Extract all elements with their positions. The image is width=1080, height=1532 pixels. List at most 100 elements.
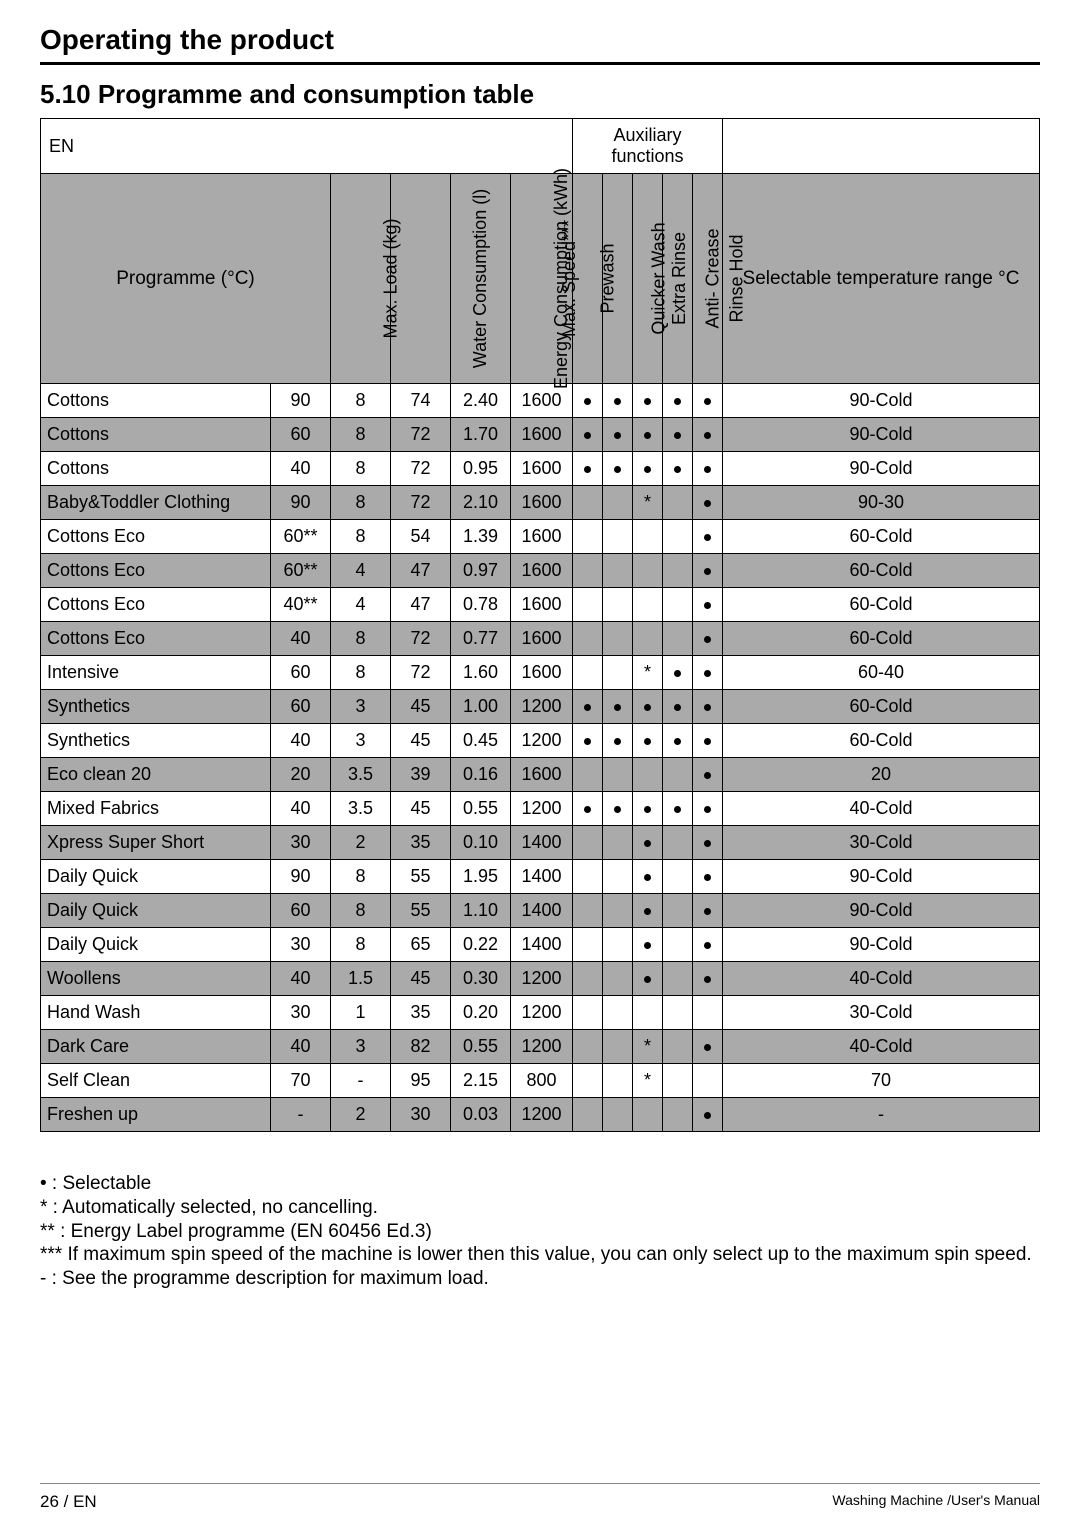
cell-speed: 1200 [511,690,573,724]
cell-water: 39 [391,758,451,792]
cell-prewash [573,588,603,622]
cell-load: 8 [331,418,391,452]
cell-quicker [603,452,633,486]
cell-energy: 1.10 [451,894,511,928]
cell-temp: 30 [271,996,331,1030]
cell-anti [663,1030,693,1064]
cell-quicker [603,860,633,894]
note-line: ** : Energy Label programme (EN 60456 Ed… [40,1220,1040,1244]
load-header: Max. Load (kg) [331,174,391,384]
cell-water: 95 [391,1064,451,1098]
cell-water: 72 [391,486,451,520]
cell-load: 8 [331,520,391,554]
cell-extra [633,384,663,418]
cell-speed: 1200 [511,1098,573,1132]
cell-extra [633,996,663,1030]
cell-rinse [693,724,723,758]
range-header: Selectable temperature range °C [723,174,1040,384]
table-row: Synthetics403450.45120060-Cold [41,724,1040,758]
cell-name: Cottons [41,384,271,418]
table-row: Cottons Eco60**8541.39160060-Cold [41,520,1040,554]
cell-load: 8 [331,486,391,520]
cell-name: Xpress Super Short [41,826,271,860]
cell-speed: 1400 [511,826,573,860]
cell-load: - [331,1064,391,1098]
cell-name: Baby&Toddler Clothing [41,486,271,520]
cell-name: Synthetics [41,690,271,724]
cell-energy: 2.10 [451,486,511,520]
cell-rinse [693,996,723,1030]
cell-water: 30 [391,1098,451,1132]
cell-prewash [573,792,603,826]
cell-water: 47 [391,588,451,622]
cell-rinse [693,758,723,792]
cell-range: 30-Cold [723,996,1040,1030]
cell-rinse [693,1030,723,1064]
table-row: Cottons408720.95160090-Cold [41,452,1040,486]
cell-speed: 1200 [511,1030,573,1064]
table-row: Baby&Toddler Clothing908722.101600*90-30 [41,486,1040,520]
cell-energy: 0.10 [451,826,511,860]
cell-range: 90-Cold [723,384,1040,418]
table-row: Woollens401.5450.30120040-Cold [41,962,1040,996]
cell-rinse [693,656,723,690]
cell-name: Mixed Fabrics [41,792,271,826]
table-row: Cottons Eco408720.77160060-Cold [41,622,1040,656]
cell-prewash [573,486,603,520]
cell-anti [663,656,693,690]
cell-rinse [693,588,723,622]
cell-prewash [573,384,603,418]
cell-water: 45 [391,962,451,996]
cell-water: 82 [391,1030,451,1064]
cell-anti [663,826,693,860]
cell-range: 60-Cold [723,588,1040,622]
cell-temp: 90 [271,860,331,894]
blank-header [723,119,1040,174]
cell-quicker [603,690,633,724]
cell-rinse [693,1098,723,1132]
cell-prewash [573,894,603,928]
cell-speed: 1600 [511,520,573,554]
cell-water: 72 [391,452,451,486]
cell-temp: 60** [271,554,331,588]
cell-anti [663,860,693,894]
cell-load: 8 [331,384,391,418]
cell-speed: 1600 [511,588,573,622]
cell-temp: 60 [271,656,331,690]
cell-speed: 1600 [511,486,573,520]
cell-extra [633,554,663,588]
cell-extra: * [633,486,663,520]
cell-energy: 1.39 [451,520,511,554]
cell-water: 55 [391,894,451,928]
cell-energy: 0.20 [451,996,511,1030]
table-row: Hand Wash301350.20120030-Cold [41,996,1040,1030]
cell-extra [633,690,663,724]
cell-temp: 60 [271,418,331,452]
cell-water: 47 [391,554,451,588]
cell-range: 90-Cold [723,894,1040,928]
cell-name: Cottons [41,418,271,452]
cell-extra [633,826,663,860]
cell-anti [663,486,693,520]
cell-extra: * [633,1064,663,1098]
cell-prewash [573,656,603,690]
cell-name: Woollens [41,962,271,996]
cell-temp: 90 [271,384,331,418]
table-row: Freshen up-2300.031200- [41,1098,1040,1132]
cell-energy: 0.55 [451,1030,511,1064]
cell-quicker [603,622,633,656]
cell-quicker [603,928,633,962]
cell-range: 90-Cold [723,418,1040,452]
cell-anti [663,622,693,656]
cell-energy: 0.16 [451,758,511,792]
cell-speed: 1600 [511,452,573,486]
cell-rinse [693,486,723,520]
cell-load: 3 [331,690,391,724]
cell-rinse [693,962,723,996]
table-row: Synthetics603451.00120060-Cold [41,690,1040,724]
cell-temp: - [271,1098,331,1132]
cell-water: 45 [391,724,451,758]
cell-anti [663,554,693,588]
cell-rinse [693,860,723,894]
table-row: Intensive608721.601600*60-40 [41,656,1040,690]
